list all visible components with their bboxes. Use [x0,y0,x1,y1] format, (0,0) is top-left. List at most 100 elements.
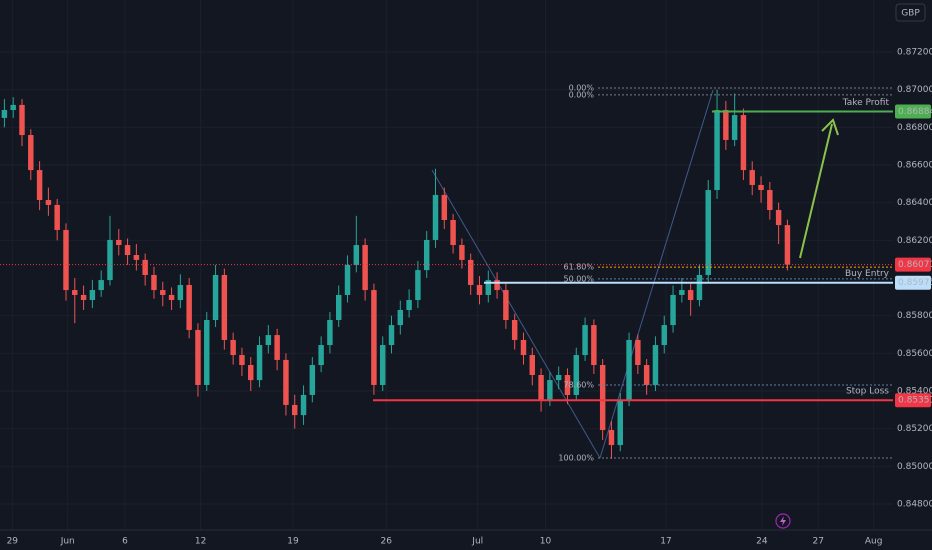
x-tick-label: 12 [195,537,206,547]
candle-body [573,355,579,395]
y-tick-label: 0.87000 [897,85,932,95]
candle-body [45,200,52,205]
candle-body [107,239,113,281]
y-tick-label: 0.86400 [897,198,932,208]
y-tick-label: 0.86600 [897,160,932,170]
currency-box[interactable] [895,3,926,22]
candle-body [564,374,571,395]
candle-body [723,109,729,140]
candle-body [643,365,650,385]
candle-body [494,280,500,291]
candle-body [371,290,377,385]
candle-body [239,355,245,366]
trend-line [431,169,601,459]
fib-label: 0.00% [569,90,595,99]
candle-body [133,255,140,260]
candle-body [36,170,43,201]
x-tick-label: 19 [287,537,299,547]
candle-body [696,274,703,301]
candle-body [415,270,421,301]
candle-body [758,184,764,191]
candle-body [1,109,8,118]
candle-body [327,319,333,346]
candle-body [142,259,148,275]
candle-body [168,294,175,301]
candle-body [635,339,641,366]
candle-body [670,294,676,326]
candle-body [467,259,474,285]
candle-body [10,104,16,110]
candle-body [379,345,386,385]
fib-label: 78.60% [563,380,594,389]
level-label: Stop Loss [846,387,889,397]
candle-body [599,365,606,430]
candle-body [626,339,632,401]
candle-body [283,359,289,405]
candle-body [388,325,395,346]
level-label: Take Profit [842,98,890,108]
candle-body [520,339,527,356]
candle-body [687,290,694,301]
candle-body [582,325,588,356]
candle-body [555,374,562,381]
candle-body [353,245,360,265]
x-tick-label: 17 [660,537,671,547]
candle-body [265,335,272,346]
candle-body [476,284,483,295]
x-tick-label: 27 [812,537,823,547]
candle-body [362,245,368,291]
candle-body [679,290,685,295]
candle-body [335,294,342,320]
candle-body [529,355,536,375]
candle-body [652,345,659,385]
candle-body [749,170,755,185]
y-tick-label: 0.85600 [897,349,932,359]
price-tag [895,393,931,408]
candle-body [432,194,439,240]
candle-body [256,345,263,381]
fib-label: 61.80% [563,263,594,272]
candle-body [221,274,228,340]
x-tick-label: 10 [540,537,552,547]
candle-body [212,274,219,320]
candle-body [177,284,184,301]
event-icon[interactable] [775,513,791,529]
price-tag-label: 0.86071 [898,260,932,270]
y-tick-label: 0.85400 [897,387,932,397]
y-tick-label: 0.85800 [897,311,932,321]
candle-body [274,335,280,360]
candle-body [186,284,192,330]
currency: GBP [901,9,920,19]
candle-body [423,239,430,271]
x-tick-label: Aug [865,537,883,547]
candle-body [397,310,404,326]
x-tick-label: Jun [60,537,75,547]
x-tick-label: 26 [381,537,393,547]
y-tick-label: 0.86200 [897,236,932,246]
candle-body [767,190,773,211]
overlays: 0.00%0.00% 61.80% 50.00% 78.60% 100.00% 0.860… [0,83,932,463]
candle-body [441,194,448,220]
candle-body [775,210,782,226]
candle-body [300,394,307,416]
candle-body [19,104,25,136]
candle-body [89,290,96,301]
x-tick-label: 6 [122,537,128,547]
candle-body [617,400,623,446]
fib-label: 100.00% [558,454,594,463]
price-tag-label: 0.86884 [898,107,932,117]
level-label: Buy Entry [845,269,890,279]
candle-body [124,245,131,256]
candle-body [230,339,236,356]
price-tag [895,275,931,290]
candle-body [547,380,553,401]
candle-body [538,374,544,401]
candle-body [151,274,157,291]
y-tick-label: 0.85000 [897,462,932,472]
y-tick-label: 0.86800 [897,123,932,133]
candle-body [28,135,34,171]
candle-body [784,225,791,265]
